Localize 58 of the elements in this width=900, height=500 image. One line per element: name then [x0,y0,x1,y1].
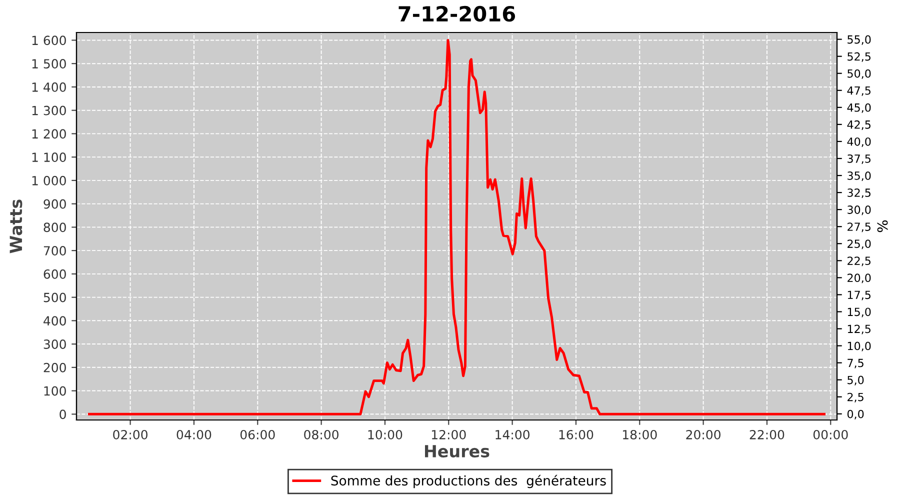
y-axis-title: Watts [10,200,22,254]
y-tick-label: 1 300 [32,106,66,116]
y2-tick-label: 0,0 [847,410,864,420]
y-tick-label: 1 400 [32,82,66,92]
x-tick-label: 00:00 [813,430,848,440]
y2-tick-label: 27,5 [848,222,870,232]
x-tick-label: 04:00 [176,430,212,440]
y2-tick-label: 45,0 [847,103,871,113]
y-tick-label: 800 [44,222,66,232]
x-tick-label: 10:00 [368,430,402,440]
x-tick-label: 06:00 [240,430,275,440]
y2-tick-label: 35,0 [848,171,871,182]
y-tick-label: 1 600 [32,36,66,46]
y2-tick-label: 5,0 [848,376,864,386]
y-tick-label: 1 200 [32,129,66,139]
chart-title: 7-12-2016 [398,6,516,22]
y2-tick-label: 15,0 [848,308,871,318]
y2-tick-label: 47,5 [847,86,870,96]
y2-tick-label: 17,5 [848,290,870,300]
y-tick-label: 1 500 [32,59,66,69]
y-tick-label: 700 [44,246,66,256]
y2-tick-label: 2,5 [848,392,864,402]
x-axis-title: Heures [425,445,490,458]
y2-tick-label: 20,0 [848,274,871,284]
y2-tick-label: 30,0 [848,206,871,216]
x-tick-label: 18:00 [622,430,657,440]
y-tick-label: 100 [44,386,66,396]
y2-tick-label: 40,0 [847,137,871,147]
x-tick-label: 22:00 [750,430,784,440]
x-tick-label: 08:00 [304,430,338,440]
y-tick-label: 400 [44,316,66,326]
line-series [88,38,826,416]
y2-tick-label: 32,5 [848,188,870,198]
y-tick-label: 1 100 [32,152,66,162]
legend-label: Somme des productions des générateurs [331,474,606,488]
y-tick-label: 1 000 [32,176,66,186]
y2-tick-label: 22,5 [848,256,870,266]
x-tick-label: 12:00 [432,430,466,440]
x-tick-label: 14:00 [496,430,530,440]
y2-tick-label: 42,5 [847,120,870,130]
y-tick-label: 200 [44,362,66,372]
y2-tick-label: 7,5 [848,358,864,368]
y2-tick-label: 10,0 [848,342,871,352]
y2-tick-label: 52,5 [848,52,870,62]
x-tick-label: 16:00 [559,430,594,440]
y-tick-label: 900 [44,199,66,209]
y2-tick-label: 55,0 [848,35,871,45]
y-tick-label: 300 [44,340,66,349]
y-tick-label: 600 [44,269,66,279]
y-tick-label: 500 [44,292,66,302]
y2-tick-label: 37,5 [848,154,870,164]
x-tick-label: 02:00 [113,430,148,440]
y2-axis-title: % [877,220,888,232]
x-tick-label: 20:00 [686,430,720,440]
y2-tick-label: 25,0 [848,240,871,250]
y2-tick-label: 50,0 [848,69,871,79]
y-tick-label: 0 [60,410,66,420]
y2-tick-label: 12,5 [848,324,870,334]
